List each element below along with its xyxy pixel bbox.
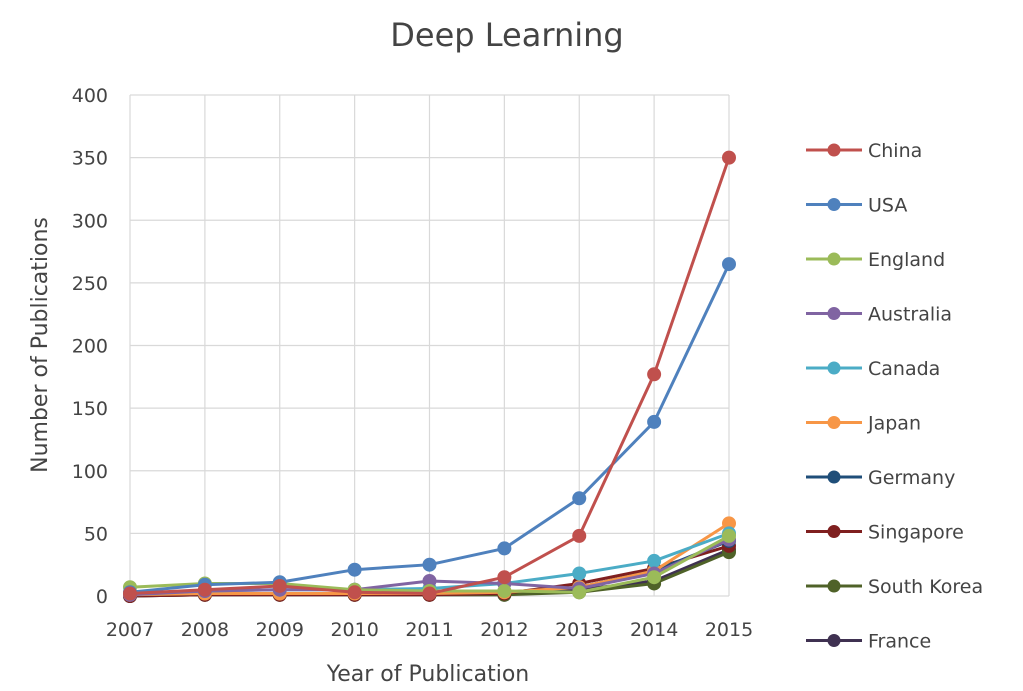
legend-item: South Korea	[806, 576, 983, 598]
data-point	[647, 553, 662, 568]
legend-item: Germany	[806, 467, 955, 489]
y-tick-label: 300	[72, 210, 108, 232]
x-axis-ticks: 2007 2008 2009 2010 2011 2012 2013 2014 2015	[106, 619, 753, 641]
data-point	[647, 367, 662, 382]
data-point	[722, 528, 736, 543]
legend-label: Japan	[867, 413, 921, 435]
legend-label: Germany	[868, 467, 955, 489]
legend: China USA England Australia Canada Japan Germa…	[806, 140, 983, 653]
y-tick-label: 50	[84, 523, 108, 545]
legend-item: France	[806, 631, 931, 653]
legend-swatch-marker	[827, 470, 841, 484]
legend-label: USA	[868, 195, 907, 217]
x-tick-label: 2015	[705, 619, 753, 641]
legend-label: Canada	[868, 358, 940, 380]
x-tick-label: 2014	[630, 619, 678, 641]
legend-label: China	[868, 140, 922, 162]
data-point	[422, 586, 437, 601]
legend-swatch-marker	[827, 252, 841, 266]
y-tick-label: 150	[72, 398, 108, 420]
x-tick-label: 2011	[405, 619, 453, 641]
data-point	[422, 557, 437, 572]
x-tick-label: 2012	[480, 619, 528, 641]
legend-label: England	[868, 249, 945, 271]
y-tick-label: 100	[72, 461, 108, 483]
legend-item: USA	[806, 195, 907, 217]
data-point	[722, 257, 736, 272]
legend-item: China	[806, 140, 922, 162]
x-tick-label: 2013	[555, 619, 603, 641]
legend-label: France	[868, 631, 931, 653]
y-tick-label: 400	[72, 85, 108, 107]
x-tick-label: 2010	[330, 619, 378, 641]
legend-swatch-marker	[827, 634, 841, 647]
y-tick-label: 350	[72, 148, 108, 170]
y-axis-title: Number of Publications	[28, 217, 53, 473]
legend-swatch-marker	[827, 307, 841, 320]
y-tick-label: 200	[72, 336, 108, 358]
x-tick-label: 2009	[256, 619, 304, 641]
chart-title: Deep Learning	[390, 16, 623, 54]
data-point	[497, 570, 512, 585]
legend-swatch-marker	[827, 361, 841, 375]
legend-label: Australia	[868, 304, 952, 326]
data-point	[123, 586, 137, 601]
legend-swatch-marker	[827, 525, 841, 538]
data-point	[272, 578, 287, 593]
y-tick-label: 0	[96, 586, 108, 608]
x-tick-label: 2008	[181, 619, 229, 641]
legend-item: England	[806, 249, 945, 271]
data-point	[647, 414, 662, 429]
data-point	[197, 582, 212, 597]
series-group	[123, 150, 736, 603]
legend-item: Singapore	[806, 522, 964, 544]
y-axis-ticks: 0 50 100 150 200 250 300 350 400	[72, 85, 108, 608]
data-point	[347, 585, 362, 600]
data-point	[347, 562, 362, 577]
grid	[129, 94, 730, 597]
legend-swatch-marker	[827, 579, 841, 593]
data-point	[572, 585, 587, 600]
legend-label: South Korea	[868, 576, 983, 598]
y-tick-label: 250	[72, 273, 108, 295]
x-tick-label: 2007	[106, 619, 154, 641]
legend-item: Australia	[806, 304, 952, 326]
series-china	[123, 150, 736, 601]
legend-item: Canada	[806, 358, 940, 380]
legend-swatch-marker	[827, 416, 841, 429]
data-point	[572, 528, 587, 543]
data-point	[572, 491, 587, 506]
x-axis-title: Year of Publication	[326, 662, 530, 687]
data-point	[722, 150, 736, 165]
legend-swatch-marker	[827, 198, 841, 211]
data-point	[497, 541, 512, 556]
legend-label: Singapore	[868, 522, 964, 544]
data-point	[647, 570, 662, 585]
legend-swatch-marker	[827, 143, 841, 157]
data-point	[572, 566, 587, 581]
legend-item: Japan	[806, 413, 921, 435]
data-point	[497, 583, 512, 598]
